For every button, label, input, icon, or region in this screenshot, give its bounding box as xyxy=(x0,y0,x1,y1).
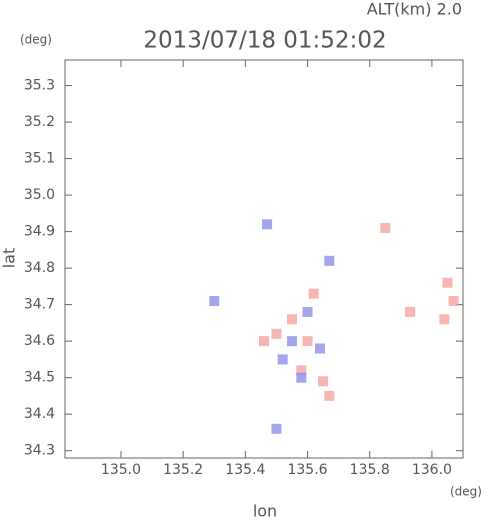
plot-frame xyxy=(64,59,464,459)
y-tick-label: 35.3 xyxy=(24,78,55,94)
y-tick-label: 34.9 xyxy=(24,224,55,240)
y-tick-label: 34.3 xyxy=(24,443,55,459)
echo-cell xyxy=(324,390,335,401)
y-tick-label: 34.5 xyxy=(24,370,55,386)
echo-cell xyxy=(380,222,391,233)
x-axis-label: lon xyxy=(253,502,277,521)
echo-cell xyxy=(262,219,273,230)
echo-cell xyxy=(209,295,220,306)
echo-cell xyxy=(277,354,288,365)
echo-cell xyxy=(302,306,313,317)
echo-cell xyxy=(314,343,325,354)
x-tick-label: 135.0 xyxy=(101,462,141,478)
x-tick-label: 135.6 xyxy=(287,462,327,478)
echo-cell xyxy=(405,306,416,317)
x-tick-label: 135.8 xyxy=(350,462,390,478)
chart-title: 2013/07/18 01:52:02 xyxy=(143,28,386,54)
echo-cell xyxy=(286,314,297,325)
y-axis-label: lat xyxy=(0,248,19,269)
echo-cell xyxy=(308,288,319,299)
x-unit: (deg) xyxy=(450,485,482,499)
echo-cell xyxy=(324,255,335,266)
echo-cell xyxy=(318,376,329,387)
x-tick-label: 135.2 xyxy=(163,462,203,478)
echo-cell xyxy=(442,277,453,288)
echo-cell xyxy=(448,295,459,306)
echo-cell xyxy=(271,328,282,339)
echo-cell xyxy=(286,336,297,347)
echo-cell xyxy=(296,365,307,376)
echo-cell xyxy=(439,314,450,325)
echo-cell xyxy=(259,336,269,347)
y-tick-label: 35.0 xyxy=(24,187,55,203)
x-tick-label: 135.4 xyxy=(225,462,265,478)
y-tick-label: 34.4 xyxy=(24,406,55,422)
y-tick-label: 34.7 xyxy=(24,297,55,313)
y-tick-label: 35.1 xyxy=(24,151,55,167)
echo-cell xyxy=(271,423,282,434)
echo-cell xyxy=(302,336,313,347)
x-tick-label: 136.0 xyxy=(412,462,452,478)
y-tick-label: 35.2 xyxy=(24,114,55,130)
y-unit: (deg) xyxy=(20,33,52,47)
echo-cell xyxy=(296,372,307,383)
y-tick-label: 34.8 xyxy=(24,260,55,276)
y-tick-label: 34.6 xyxy=(24,333,55,349)
altitude-label: ALT(km) 2.0 xyxy=(367,0,462,19)
